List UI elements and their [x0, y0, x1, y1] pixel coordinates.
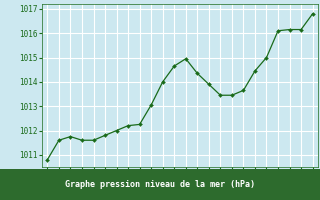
Text: Graphe pression niveau de la mer (hPa): Graphe pression niveau de la mer (hPa) — [65, 180, 255, 189]
